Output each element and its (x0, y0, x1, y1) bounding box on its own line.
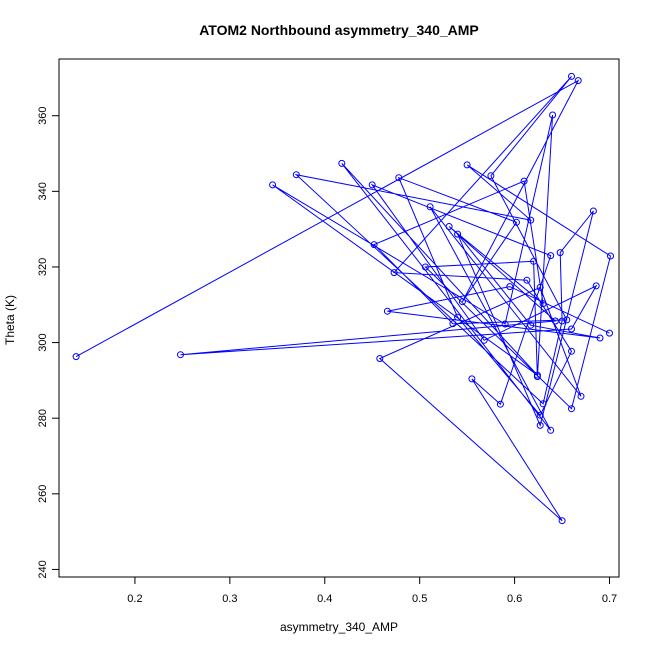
data-point (445, 223, 453, 230)
data-point (338, 159, 346, 167)
data-point (568, 72, 575, 80)
data-point (292, 171, 300, 179)
data-point (533, 373, 541, 381)
data-point (606, 329, 613, 337)
x-tick-label: 0.3 (222, 593, 237, 605)
y-tick-label: 340 (37, 182, 49, 200)
data-point (177, 351, 184, 359)
y-tick-label: 360 (37, 107, 49, 125)
data-point (577, 392, 585, 400)
data-point (463, 161, 471, 169)
y-axis: 240 260 280 300 320 340 360 (37, 107, 60, 579)
data-point (426, 203, 434, 211)
data-point (563, 316, 571, 324)
data-point (468, 375, 476, 383)
data-point (527, 216, 535, 224)
data-point (574, 77, 582, 85)
data-point (596, 334, 604, 342)
data-point (549, 111, 557, 119)
x-tick-label: 0.4 (317, 593, 332, 605)
series-line (75, 76, 612, 522)
y-tick-label: 300 (37, 333, 49, 351)
x-tick-label: 0.2 (127, 593, 142, 605)
y-axis-label: Theta (K) (3, 295, 17, 345)
data-point (454, 313, 462, 321)
y-tick-label: 320 (37, 258, 49, 276)
data-point (496, 400, 504, 408)
data-point (607, 252, 614, 260)
data-point (487, 172, 495, 180)
data-point (506, 283, 514, 291)
data-series (72, 72, 614, 525)
data-point (269, 181, 277, 189)
data-point (383, 307, 391, 315)
x-tick-label: 0.7 (602, 593, 617, 605)
data-point (556, 249, 564, 257)
data-point (72, 353, 80, 361)
x-axis-label: asymmetry_340_AMP (280, 620, 398, 634)
data-point (551, 317, 559, 325)
data-point (536, 411, 544, 419)
data-point (395, 174, 403, 182)
data-point (568, 325, 575, 333)
data-point (390, 269, 398, 277)
data-point (589, 207, 597, 215)
data-point (376, 355, 384, 362)
data-point (527, 321, 535, 329)
data-point (454, 230, 462, 238)
data-point (368, 181, 376, 189)
data-point (421, 263, 429, 271)
data-point (547, 426, 555, 434)
data-point (558, 517, 566, 525)
data-point (568, 347, 575, 355)
data-point (480, 336, 488, 344)
data-point (568, 405, 575, 413)
y-tick-label: 260 (37, 485, 49, 503)
data-point (458, 298, 466, 306)
x-tick-label: 0.6 (507, 593, 522, 605)
data-point (536, 283, 544, 291)
data-point (539, 400, 547, 408)
y-tick-label: 240 (37, 560, 49, 578)
x-tick-label: 0.5 (412, 593, 427, 605)
y-tick-label: 280 (37, 409, 49, 427)
data-point (520, 177, 528, 185)
data-point (558, 317, 566, 325)
data-point (523, 276, 531, 284)
data-point (449, 320, 457, 328)
chart-title: ATOM2 Northbound asymmetry_340_AMP (199, 22, 479, 38)
data-point (530, 257, 538, 265)
x-axis: 0.2 0.3 0.4 0.5 0.6 0.7 (127, 576, 617, 605)
data-point (539, 300, 547, 308)
data-point (592, 282, 600, 290)
data-point (513, 218, 520, 226)
data-point (501, 320, 509, 328)
data-point (370, 241, 378, 249)
data-point (547, 252, 555, 260)
data-point (536, 421, 544, 429)
